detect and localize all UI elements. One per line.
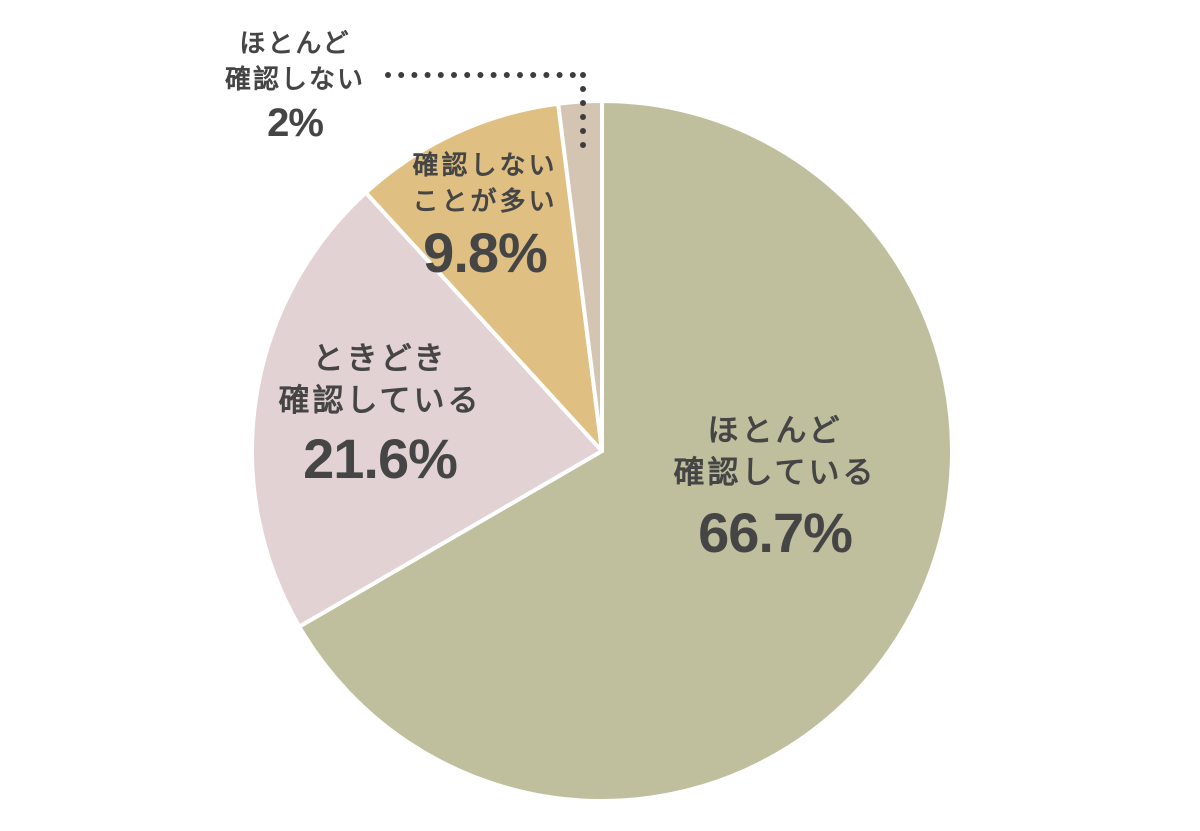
- label-often-not-check: 確認しない ことが多い 9.8%: [385, 148, 585, 286]
- label-value: 2%: [267, 101, 324, 145]
- label-value: 66.7%: [698, 501, 853, 564]
- label-value: 9.8%: [423, 221, 548, 284]
- label-rarely-check: ほとんど 確認しない 2%: [210, 26, 380, 148]
- label-text-line1: 確認しない: [412, 151, 558, 181]
- label-text-line2: ことが多い: [412, 187, 558, 217]
- slice-often-not-check: [363, 101, 604, 453]
- label-text-line1: ほとんど: [239, 29, 351, 59]
- label-value: 21.6%: [303, 427, 458, 490]
- label-text-line1: ほとんど: [707, 413, 843, 449]
- slice-mostly-check: [297, 99, 954, 803]
- label-mostly-check: ほとんど 確認している 66.7%: [630, 410, 920, 566]
- slice-sometimes-check: [250, 190, 604, 629]
- leader-line-dotted: [385, 72, 586, 148]
- slice-rarely-check: [556, 99, 604, 453]
- label-sometimes-check: ときどき 確認している 21.6%: [265, 338, 495, 492]
- label-text-line2: 確認している: [673, 455, 877, 491]
- label-text-line1: ときどき: [312, 341, 448, 377]
- label-text-line2: 確認しない: [224, 65, 365, 95]
- label-text-line2: 確認している: [278, 383, 482, 419]
